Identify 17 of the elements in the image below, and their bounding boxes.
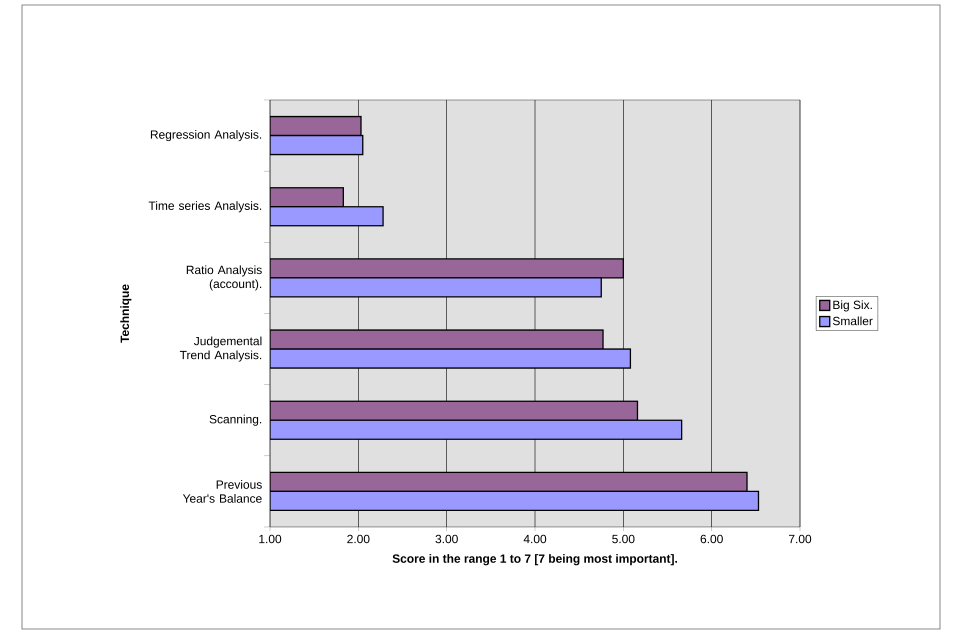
y-axis-title: Technique	[120, 284, 132, 343]
y-tick-label: Previous Year's Balance	[182, 480, 262, 503]
x-tick-label: 6.00	[700, 534, 723, 544]
x-axis-title: Score in the range 1 to 7 [7 being most important].	[392, 554, 677, 566]
x-tick-label: 3.00	[435, 534, 458, 544]
y-tick-label: Time series Analysis.	[148, 201, 262, 212]
x-tick-label: 5.00	[612, 534, 635, 544]
y-tick-label: Ratio Analysis (account).	[186, 265, 262, 290]
x-tick-label: 4.00	[524, 534, 546, 544]
y-tick-label: Regression Analysis.	[150, 130, 262, 142]
y-tick-label: Scanning.	[210, 414, 262, 426]
x-tick-label: 2.00	[347, 534, 370, 544]
y-tick-label: Judgemental Trend Analysis.	[180, 336, 262, 362]
legend-label: Big Six.	[833, 300, 872, 312]
x-tick-label: 7.00	[788, 534, 812, 544]
x-tick-label: 1.00	[259, 534, 282, 544]
legend-label: Smaller	[832, 316, 873, 326]
